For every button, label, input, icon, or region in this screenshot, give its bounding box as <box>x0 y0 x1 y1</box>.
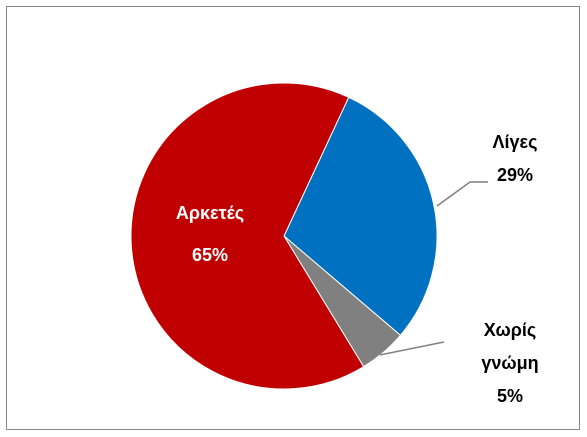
pie-slice <box>130 82 365 390</box>
value-label: 65% <box>191 245 229 265</box>
category-label: Λίγες <box>492 132 538 152</box>
leader-line <box>436 181 488 207</box>
pie-slice <box>283 96 438 336</box>
category-label: Αρκετές <box>175 203 245 223</box>
category-label: Χωρίς γνώμη <box>481 320 539 373</box>
value-label: 5% <box>496 386 523 406</box>
slice-label: Λίγες 29% <box>460 126 570 192</box>
slice-label: Αρκετές 65% <box>150 192 270 276</box>
value-label: 29% <box>496 165 534 185</box>
leader-line <box>379 341 445 356</box>
slice-label: Χωρίς γνώμη 5% <box>460 314 560 413</box>
